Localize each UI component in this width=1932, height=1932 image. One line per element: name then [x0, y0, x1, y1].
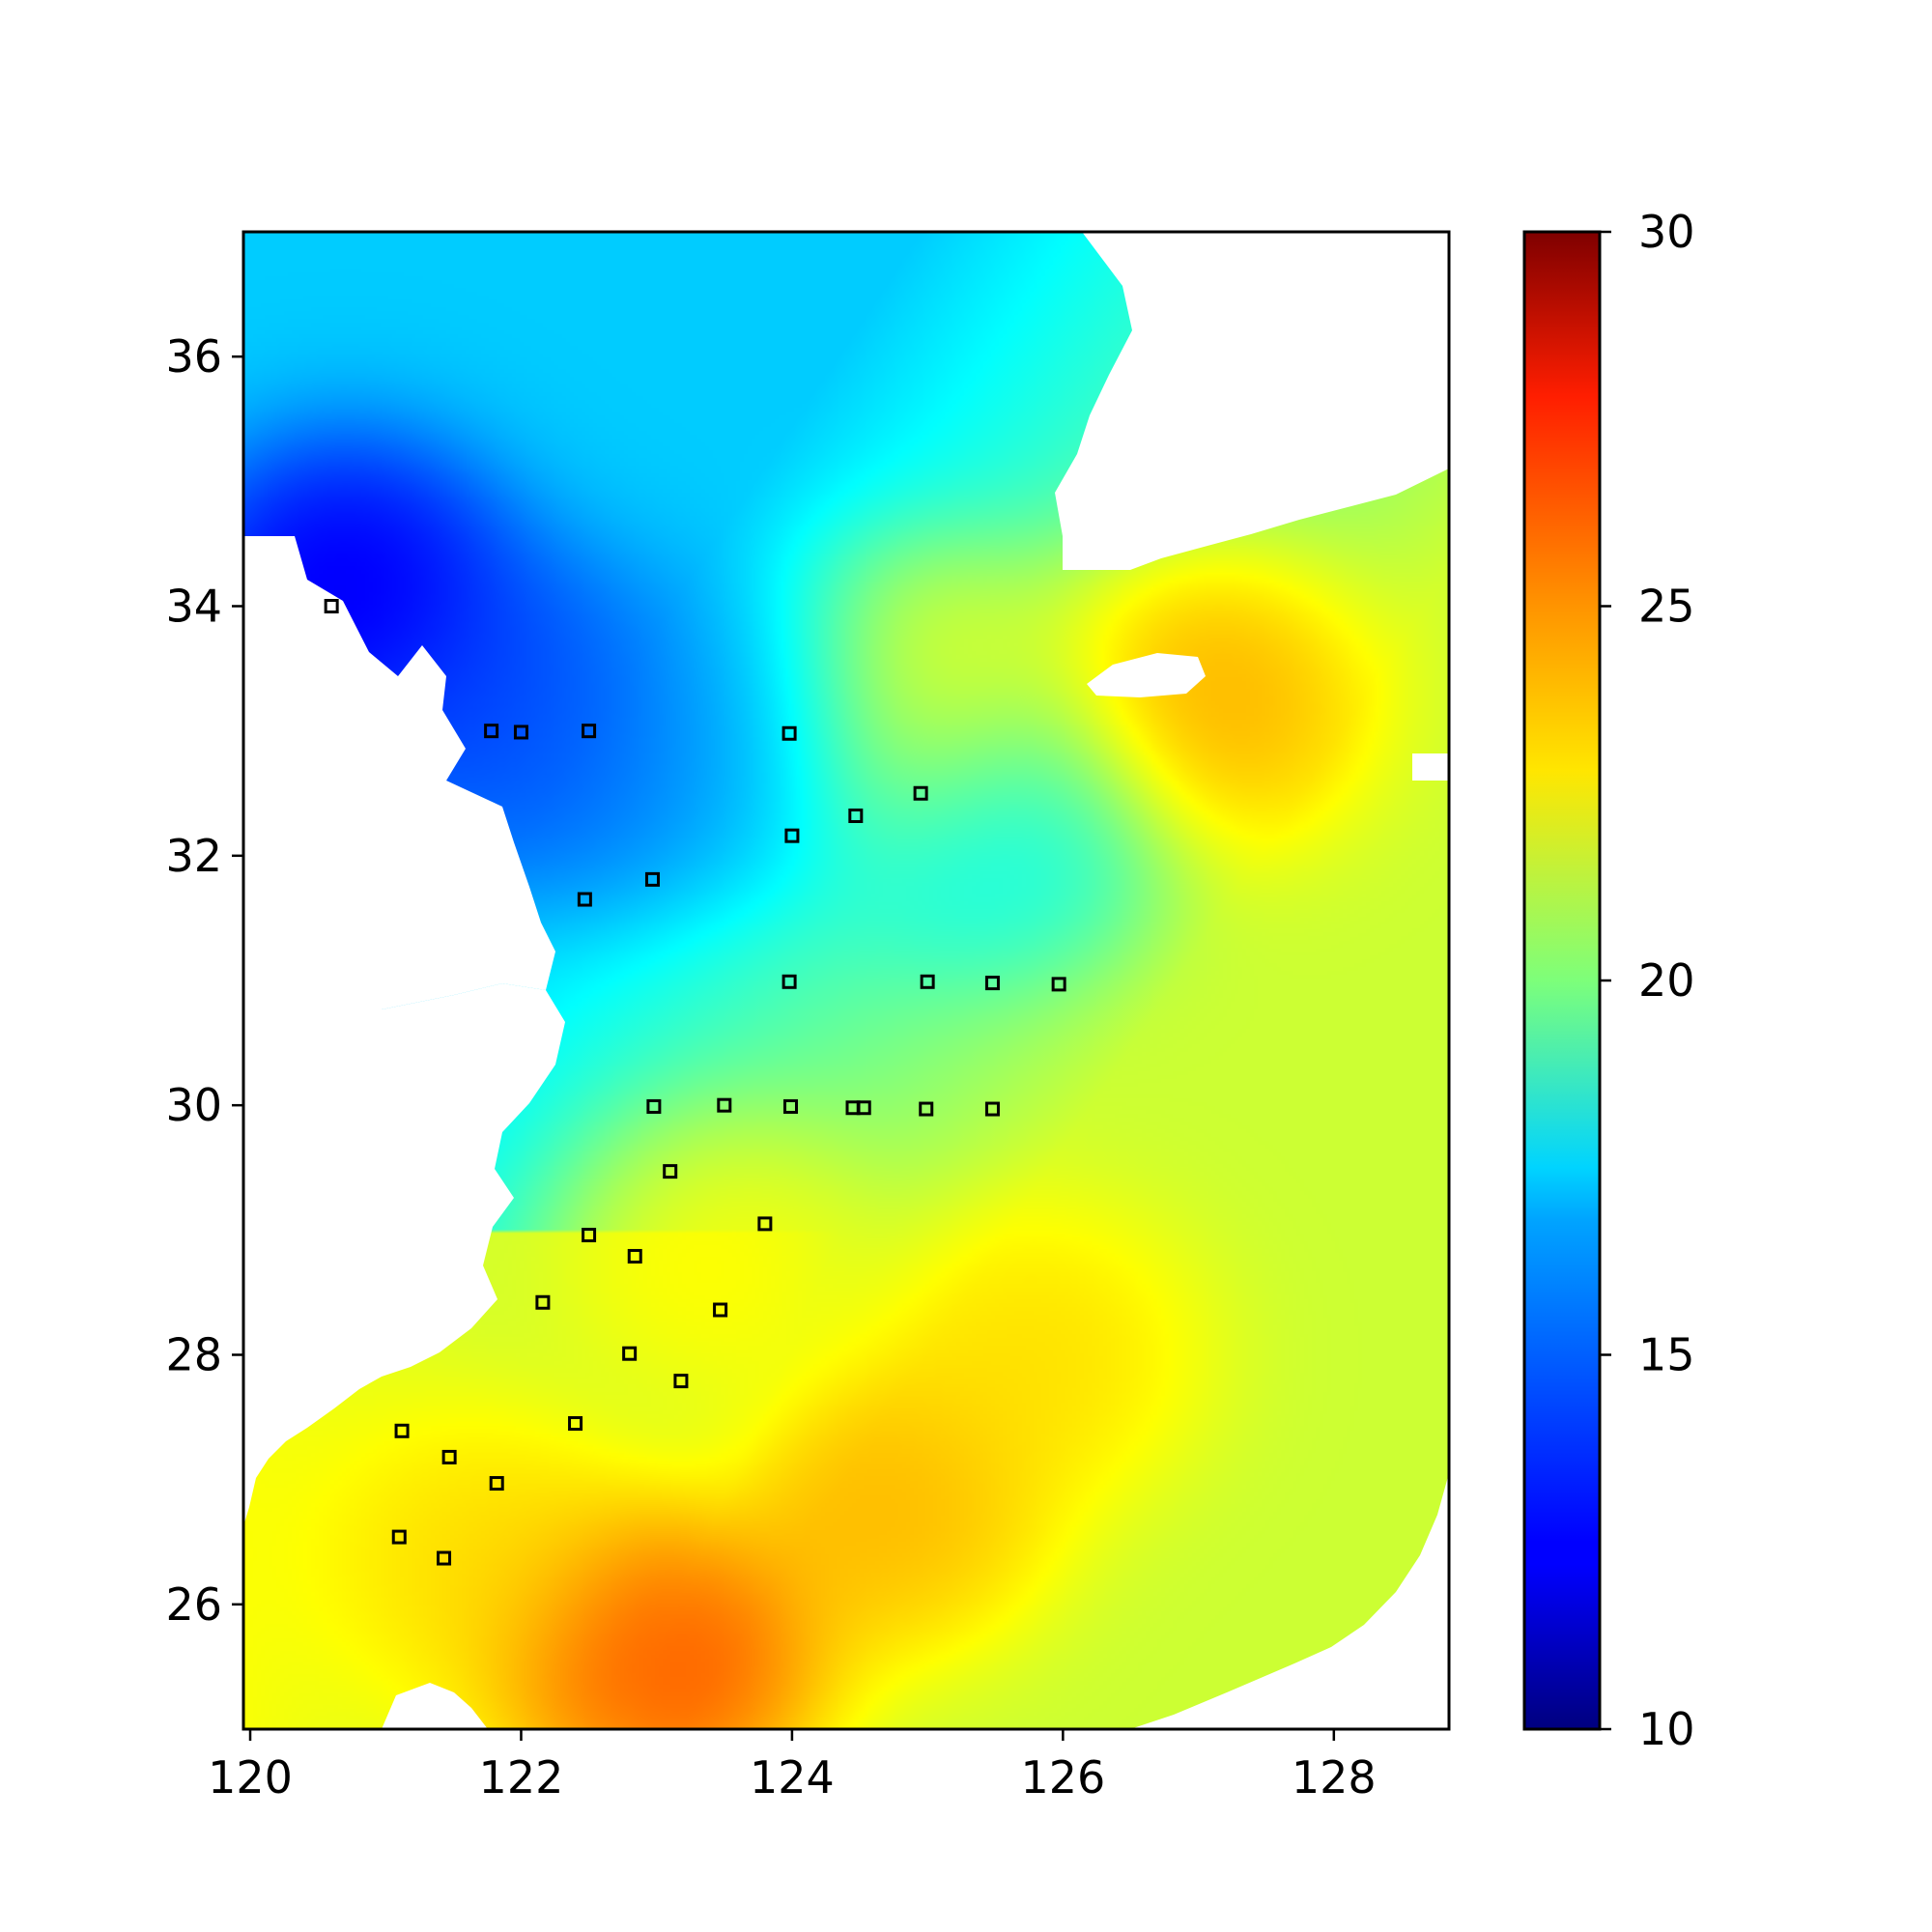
station-marker-20 [919, 1101, 934, 1117]
station-marker-21 [984, 1101, 1000, 1117]
colorbar-gradient [1522, 230, 1602, 1731]
station-marker-35 [437, 1550, 452, 1566]
y-tick-label-30: 30 [165, 1079, 222, 1131]
y-axis: 26 28 30 32 34 36 [165, 330, 243, 1631]
station-marker-28 [622, 1346, 638, 1361]
station-marker-30 [568, 1416, 583, 1432]
station-marker-13 [984, 976, 1000, 991]
y-tick-label-26: 26 [165, 1578, 222, 1631]
station-marker-25 [627, 1248, 642, 1264]
map-area [243, 232, 1449, 1729]
x-tick-label-126: 126 [1020, 1751, 1105, 1804]
station-marker-23 [757, 1216, 773, 1232]
station-marker-2 [484, 724, 499, 739]
station-marker-31 [394, 1423, 410, 1438]
station-marker-3 [513, 724, 528, 740]
station-marker-11 [781, 974, 797, 989]
x-tick-label-128: 128 [1292, 1751, 1377, 1804]
x-tick-label-122: 122 [479, 1751, 564, 1804]
station-marker-26 [535, 1294, 551, 1310]
station-marker-17 [783, 1098, 799, 1114]
y-tick-label-36: 36 [165, 330, 222, 383]
x-axis: 120 122 124 126 128 [208, 1729, 1377, 1804]
colorbar-tick-label-20: 20 [1638, 954, 1695, 1007]
station-marker-22 [663, 1164, 678, 1179]
land-mask-jeju [1087, 653, 1206, 697]
land-mask-jiangsu [243, 536, 555, 1009]
land-mask-north-korea [1055, 232, 1449, 570]
station-markers [324, 599, 1066, 1566]
station-marker-24 [582, 1228, 597, 1242]
station-marker-19 [856, 1100, 871, 1116]
station-marker-14 [1051, 977, 1066, 992]
colorbar-tick-label-10: 10 [1638, 1703, 1695, 1755]
land-mask-south-coast [382, 1683, 488, 1729]
y-tick-label-32: 32 [165, 830, 222, 882]
x-tick-label-120: 120 [208, 1751, 293, 1804]
station-marker-4 [582, 724, 597, 739]
colorbar-ticks: 10 15 20 25 30 [1600, 206, 1695, 1755]
y-tick-label-28: 28 [165, 1329, 222, 1381]
station-marker-32 [441, 1449, 457, 1464]
station-marker-15 [646, 1098, 662, 1114]
land-mask-zhejiang-fujian [243, 983, 565, 1526]
station-marker-34 [391, 1529, 407, 1545]
land-mask-japan-edge [1412, 753, 1449, 781]
station-marker-7 [848, 809, 864, 823]
station-marker-27 [713, 1302, 728, 1318]
station-marker-1 [324, 599, 339, 613]
x-tick-label-124: 124 [750, 1751, 835, 1804]
station-marker-8 [784, 828, 800, 843]
station-marker-5 [781, 725, 797, 741]
station-marker-16 [717, 1097, 732, 1113]
colorbar: 10 15 20 25 30 [1522, 206, 1695, 1755]
colorbar-tick-label-30: 30 [1638, 206, 1695, 258]
station-marker-6 [913, 785, 928, 801]
land-mask-ryukyu [1130, 1473, 1449, 1729]
plot-frame [242, 230, 1451, 1731]
station-marker-12 [920, 974, 935, 989]
station-marker-33 [489, 1476, 504, 1492]
station-marker-9 [644, 871, 660, 887]
station-marker-10 [577, 892, 592, 907]
colorbar-tick-label-15: 15 [1638, 1329, 1695, 1381]
colorbar-tick-label-25: 25 [1638, 581, 1695, 633]
station-marker-29 [673, 1374, 689, 1389]
y-tick-label-34: 34 [165, 581, 222, 633]
